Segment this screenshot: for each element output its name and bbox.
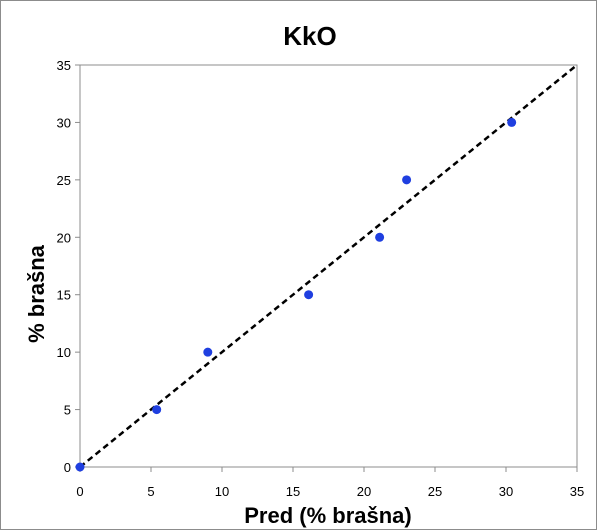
x-tick-label: 5 — [147, 484, 154, 499]
data-point — [507, 117, 517, 127]
data-point — [75, 462, 85, 472]
data-point — [304, 290, 314, 300]
data-point — [375, 232, 385, 242]
reference-line — [79, 64, 578, 468]
y-tick-label: 0 — [64, 460, 71, 475]
y-tick-label: 15 — [57, 288, 71, 303]
y-tick-label: 25 — [57, 173, 71, 188]
y-axis-label: % brašna — [24, 244, 49, 343]
x-tick-label: 25 — [428, 484, 442, 499]
y-tick-label: 35 — [57, 58, 71, 73]
x-tick-label: 0 — [76, 484, 83, 499]
axis-ticks: 0 5 10 15 20 25 30 35 0 5 10 15 20 25 30 35 — [57, 58, 585, 499]
x-tick-label: 35 — [570, 484, 584, 499]
x-tick-label: 10 — [215, 484, 229, 499]
data-points — [75, 117, 517, 472]
x-axis-label: Pred (% brašna) — [244, 503, 412, 528]
data-point — [203, 347, 213, 357]
data-point — [402, 175, 412, 185]
data-point — [152, 405, 162, 415]
y-tick-label: 5 — [64, 403, 71, 418]
y-tick-label: 30 — [57, 115, 71, 130]
x-tick-label: 15 — [286, 484, 300, 499]
chart-title: KkO — [283, 21, 336, 51]
y-tick-label: 10 — [57, 345, 71, 360]
x-tick-label: 30 — [499, 484, 513, 499]
y-tick-label: 20 — [57, 230, 71, 245]
x-tick-label: 20 — [357, 484, 371, 499]
plot-area — [79, 64, 578, 468]
